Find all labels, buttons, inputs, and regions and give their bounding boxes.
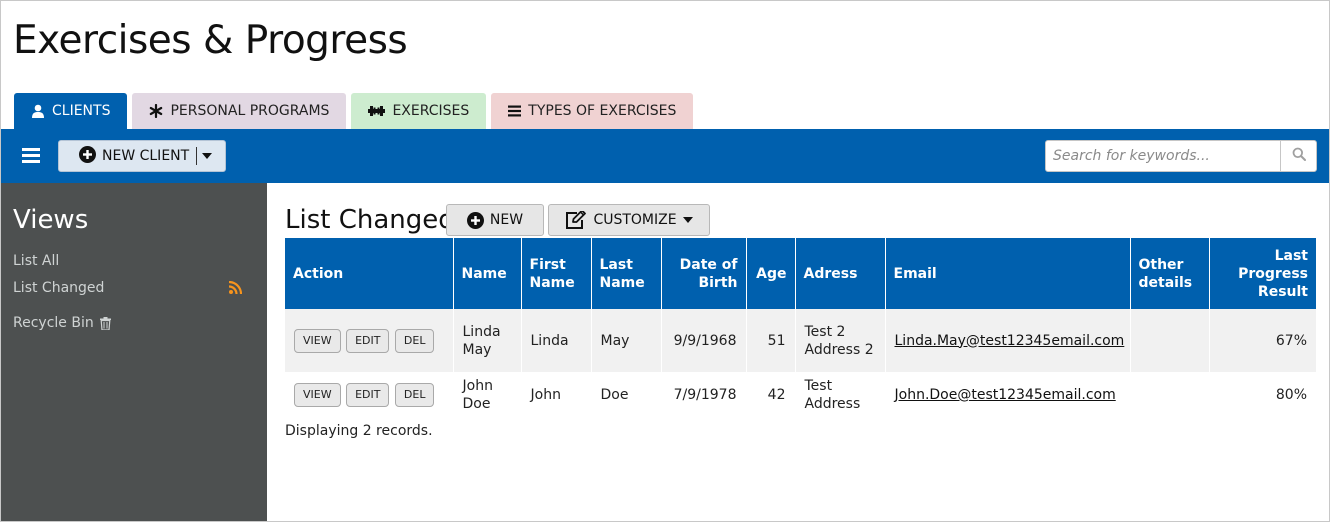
cell-email: Linda.May@test12345email.com [885,309,1131,372]
cell-first-name: Linda [521,309,592,372]
tab-bar: CLIENTS PERSONAL PROGRAMS EXERCISES TYPE… [14,93,698,129]
plus-circle-icon [466,211,484,229]
list-title: List Changed [285,205,455,235]
list-icon [508,105,522,117]
view-button[interactable]: VIEW [294,383,341,407]
cell-first-name: John [521,372,592,418]
search-input[interactable] [1046,141,1280,171]
tab-types-of-exercises[interactable]: TYPES OF EXERCISES [491,93,694,129]
trash-icon [99,316,111,330]
button-divider [196,147,198,165]
cell-last-name: Doe [591,372,662,418]
cell-email: John.Doe@test12345email.com [885,372,1131,418]
cell-last-name: May [591,309,662,372]
edit-button[interactable]: EDIT [346,328,390,353]
caret-down-icon [682,216,693,224]
dumbbell-icon [368,105,386,117]
column-header-action: Action [285,238,454,309]
view-button[interactable]: VIEW [294,328,341,353]
cell-other-details [1130,372,1210,418]
clients-table: Action Name First Name Last Name Date of… [285,238,1316,418]
tab-clients[interactable]: CLIENTS [14,93,128,129]
user-icon [31,104,45,118]
customize-button[interactable]: CUSTOMIZE [548,204,710,236]
caret-down-icon[interactable] [202,148,213,164]
sidebar-item-recycle-bin-label: Recycle Bin [13,315,94,331]
cell-age: 42 [746,372,796,418]
delete-button[interactable]: DEL [394,383,435,407]
cell-date-of-birth: 9/9/1968 [661,309,747,372]
rss-feed-icon[interactable] [228,280,243,298]
column-header-first-name[interactable]: First Name [521,238,592,309]
column-header-email[interactable]: Email [885,238,1131,309]
column-header-name[interactable]: Name [453,238,522,309]
edit-icon [565,211,587,229]
column-header-last-progress-result[interactable]: Last Progress Result [1209,238,1316,309]
sidebar-title: Views [13,205,89,235]
table-row: VIEW EDIT DEL John Doe John Doe 7/9/1978… [285,372,1316,418]
cell-other-details [1130,309,1210,372]
new-button-label: NEW [489,212,524,228]
search-icon [1292,147,1306,165]
row-actions: VIEW EDIT DEL [285,372,454,418]
cell-age: 51 [746,309,796,372]
new-client-button[interactable]: NEW CLIENT [58,140,226,172]
column-header-other-details[interactable]: Other details [1130,238,1210,309]
tab-personal-programs-label: PERSONAL PROGRAMS [170,103,330,119]
sidebar-item-list-changed[interactable]: List Changed [13,280,105,296]
records-count: Displaying 2 records. [285,423,433,439]
toolbar: NEW CLIENT [1,129,1329,183]
column-header-age[interactable]: Age [746,238,796,309]
table-row: VIEW EDIT DEL Linda May Linda May 9/9/19… [285,309,1316,372]
cell-last-progress-result: 67% [1209,309,1316,372]
sidebar-item-recycle-bin[interactable]: Recycle Bin [13,315,111,331]
tab-exercises-label: EXERCISES [392,103,470,119]
cell-name: Linda May [453,309,522,372]
plus-circle-icon [79,145,96,167]
column-header-last-name[interactable]: Last Name [591,238,662,309]
edit-button[interactable]: EDIT [346,383,390,407]
delete-button[interactable]: DEL [394,328,435,353]
new-client-label: NEW CLIENT [102,148,190,164]
cell-date-of-birth: 7/9/1978 [661,372,747,418]
column-header-address[interactable]: Adress [795,238,886,309]
cell-name: John Doe [453,372,522,418]
cell-last-progress-result: 80% [1209,372,1316,418]
tab-personal-programs[interactable]: PERSONAL PROGRAMS [132,93,347,129]
sidebar: Views List All List Changed Recycle Bin [1,183,267,521]
app-title: Exercises & Progress [13,18,408,63]
cell-address: Test 2 Address 2 [795,309,886,372]
sidebar-item-list-all[interactable]: List All [13,253,60,269]
cell-address: Test Address [795,372,886,418]
email-link[interactable]: Linda.May@test12345email.com [894,332,1125,349]
customize-button-label: CUSTOMIZE [593,212,677,228]
tab-exercises[interactable]: EXERCISES [351,93,487,129]
email-link[interactable]: John.Doe@test12345email.com [894,387,1116,403]
table-header-row: Action Name First Name Last Name Date of… [285,238,1316,309]
search-box [1045,140,1317,172]
column-header-date-of-birth[interactable]: Date of Birth [661,238,747,309]
search-button[interactable] [1280,141,1316,171]
tab-clients-label: CLIENTS [52,103,111,119]
tab-types-of-exercises-label: TYPES OF EXERCISES [528,103,677,119]
row-actions: VIEW EDIT DEL [285,309,454,372]
hamburger-menu-icon[interactable] [22,148,40,164]
asterisk-icon [149,104,163,118]
new-button[interactable]: NEW [446,204,544,236]
